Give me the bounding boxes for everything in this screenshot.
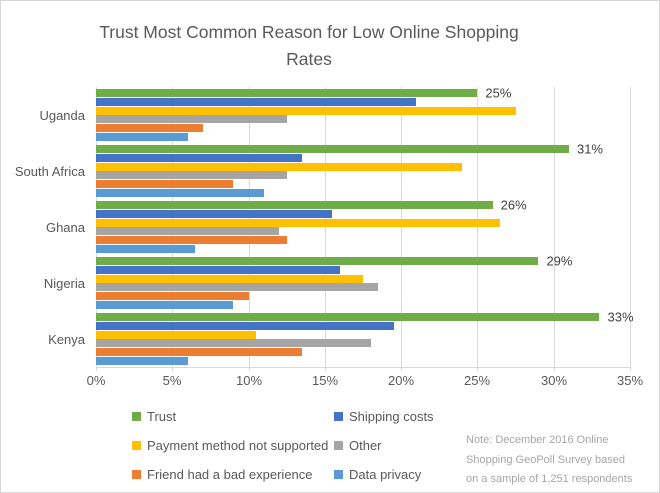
x-axis-tick-label: 10% (235, 373, 263, 388)
bar-data-privacy-nigeria (96, 301, 234, 309)
data-label-ghana: 26% (500, 197, 527, 213)
bar-other-kenya (96, 339, 371, 348)
value-axis: 0% 5% 10% 15% 20% 25% 30% 35% (87, 373, 643, 389)
legend-marker-trust (132, 411, 141, 421)
legend-item-shipping-costs: Shipping costs (334, 408, 434, 424)
x-axis-tick-label: 5% (162, 373, 182, 388)
legend-label-shipping-costs: Shipping costs (349, 408, 434, 424)
legend-label-friend-had-a-bad-experience: Friend had a bad experience (147, 466, 313, 482)
bar-payment-method-not-supported-kenya (96, 330, 257, 339)
bar-trust-ghana (96, 201, 493, 209)
bar-shipping-costs-uganda (96, 97, 417, 106)
legend-marker-payment-method-not-supported (132, 440, 141, 450)
legend-item-trust: Trust (132, 408, 334, 424)
legend-marker-friend-had-a-bad-experience (132, 469, 141, 479)
category-label-south-africa: South Africa (14, 163, 85, 179)
category-label-kenya: Kenya (48, 331, 85, 347)
bar-shipping-costs-kenya (96, 321, 394, 330)
legend-label-trust: Trust (147, 408, 177, 424)
bar-payment-method-not-supported-ghana (96, 218, 501, 227)
gridline (325, 87, 326, 371)
gridline (554, 87, 555, 371)
bar-trust-kenya (96, 313, 600, 321)
bar-other-south-africa (96, 171, 287, 180)
plot-area: 25% 31% 26% 29% 33% (96, 85, 634, 371)
bar-friend-had-a-bad-experience-south-africa (96, 180, 234, 189)
bar-friend-had-a-bad-experience-ghana (96, 236, 287, 245)
legend-marker-shipping-costs (334, 411, 343, 421)
gridline (477, 87, 478, 371)
legend-item-payment-method-not-supported: Payment method not supported (132, 437, 334, 453)
bar-data-privacy-south-africa (96, 189, 264, 197)
category-label-ghana: Ghana (45, 219, 85, 235)
legend-label-other: Other (349, 437, 382, 453)
bar-friend-had-a-bad-experience-nigeria (96, 292, 249, 301)
bar-friend-had-a-bad-experience-kenya (96, 348, 302, 357)
legend: Trust Shipping costs Payment method not su… (132, 408, 434, 482)
category-label-uganda: Uganda (39, 107, 85, 123)
bar-other-nigeria (96, 283, 379, 292)
x-axis-tick-label: 15% (311, 373, 339, 388)
bar-payment-method-not-supported-nigeria (96, 274, 363, 283)
bar-shipping-costs-nigeria (96, 265, 341, 274)
bar-shipping-costs-south-africa (96, 153, 302, 162)
bar-friend-had-a-bad-experience-uganda (96, 124, 203, 133)
x-axis-tick-label: 35% (616, 373, 644, 388)
gridline (630, 87, 631, 371)
bar-shipping-costs-ghana (96, 209, 333, 218)
legend-marker-data-privacy (334, 469, 343, 479)
x-axis-tick-label: 0% (86, 373, 106, 388)
x-axis-tick-label: 30% (540, 373, 568, 388)
chart-title: Trust Most Common Reason for Low Online … (99, 22, 519, 69)
legend-item-data-privacy: Data privacy (334, 466, 434, 482)
bar-payment-method-not-supported-uganda (96, 106, 516, 115)
legend-item-friend-had-a-bad-experience: Friend had a bad experience (132, 466, 334, 482)
bar-data-privacy-uganda (96, 133, 188, 141)
bar-data-privacy-kenya (96, 357, 188, 365)
source-note: Note: December 2016 Online Shopping GeoP… (466, 434, 633, 485)
bar-data-privacy-ghana (96, 245, 196, 253)
data-label-south-africa: 31% (576, 141, 603, 157)
legend-label-payment-method-not-supported: Payment method not supported (147, 437, 329, 453)
gridline (401, 87, 402, 371)
bar-other-ghana (96, 227, 280, 236)
category-axis: Uganda South Africa Ghana Nigeria Kenya (1, 87, 85, 367)
category-label-nigeria: Nigeria (43, 275, 85, 291)
x-axis-tick-label: 20% (387, 373, 415, 388)
legend-item-other: Other (334, 437, 434, 453)
bar-payment-method-not-supported-south-africa (96, 162, 463, 171)
bar-other-uganda (96, 115, 287, 124)
x-axis-tick-label: 25% (463, 373, 491, 388)
bar-trust-south-africa (96, 145, 569, 153)
data-label-uganda: 25% (485, 85, 512, 101)
bar-trust-nigeria (96, 257, 539, 265)
bar-trust-uganda (96, 89, 478, 97)
legend-label-data-privacy: Data privacy (349, 466, 422, 482)
legend-marker-other (334, 440, 343, 450)
data-label-kenya: 33% (607, 309, 634, 325)
data-label-nigeria: 29% (546, 253, 573, 269)
